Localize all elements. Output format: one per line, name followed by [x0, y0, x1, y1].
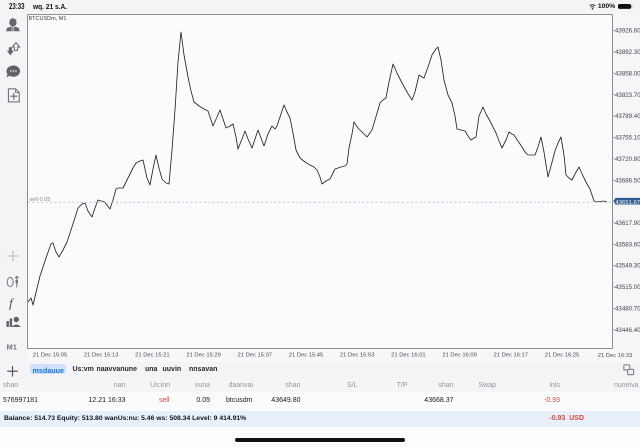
svg-text:21 Dec 15:53: 21 Dec 15:53: [340, 353, 374, 359]
svg-text:f: f: [9, 296, 15, 311]
svg-text:21 Dec 16:25: 21 Dec 16:25: [545, 353, 579, 359]
svg-text:21 Dec 15:45: 21 Dec 15:45: [289, 353, 323, 359]
svg-text:43583.60: 43583.60: [615, 241, 640, 248]
svg-text:43720.80: 43720.80: [615, 156, 640, 163]
svg-text:21 Dec 15:13: 21 Dec 15:13: [84, 353, 118, 359]
svg-text:43926.60: 43926.60: [615, 28, 640, 35]
svg-text:21 Dec 15:21: 21 Dec 15:21: [135, 353, 169, 359]
svg-text:21 Dec 15:05: 21 Dec 15:05: [33, 353, 67, 359]
svg-text:21 Dec 16:33: 21 Dec 16:33: [598, 353, 632, 359]
svg-text:43549.30: 43549.30: [615, 263, 640, 270]
svg-text:43892.30: 43892.30: [615, 49, 640, 56]
svg-text:43480.70: 43480.70: [615, 306, 640, 313]
svg-text:43515.00: 43515.00: [615, 284, 640, 291]
svg-text:43446.40: 43446.40: [615, 327, 640, 334]
svg-text:43789.40: 43789.40: [615, 113, 640, 120]
svg-text:21 Dec 16:17: 21 Dec 16:17: [494, 353, 528, 359]
svg-text:M1: M1: [7, 343, 17, 352]
svg-text:43823.70: 43823.70: [615, 92, 640, 99]
svg-text:BTCUSDm, M1: BTCUSDm, M1: [29, 16, 67, 22]
svg-text:43858.00: 43858.00: [615, 70, 640, 77]
svg-text:43686.50: 43686.50: [615, 177, 640, 184]
svg-text:21 Dec 15:29: 21 Dec 15:29: [186, 353, 220, 359]
svg-text:21 Dec 15:37: 21 Dec 15:37: [238, 353, 272, 359]
svg-text:21 Dec 16:09: 21 Dec 16:09: [442, 353, 476, 359]
svg-text:43617.90: 43617.90: [615, 220, 640, 227]
svg-text:43651.67: 43651.67: [616, 200, 640, 206]
svg-text:21 Dec 16:01: 21 Dec 16:01: [391, 353, 425, 359]
svg-text:sell 0.05: sell 0.05: [30, 197, 51, 203]
svg-text:43755.10: 43755.10: [615, 135, 640, 142]
